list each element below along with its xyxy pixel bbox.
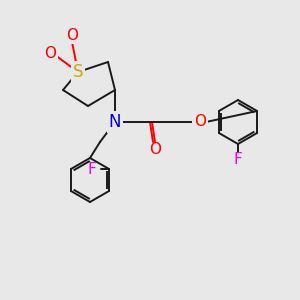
Text: F: F	[234, 152, 242, 166]
Text: O: O	[194, 115, 206, 130]
Text: O: O	[44, 46, 56, 62]
Text: O: O	[149, 142, 161, 157]
Text: S: S	[73, 63, 83, 81]
Text: O: O	[66, 28, 78, 43]
Text: N: N	[109, 113, 121, 131]
Text: F: F	[88, 161, 96, 176]
